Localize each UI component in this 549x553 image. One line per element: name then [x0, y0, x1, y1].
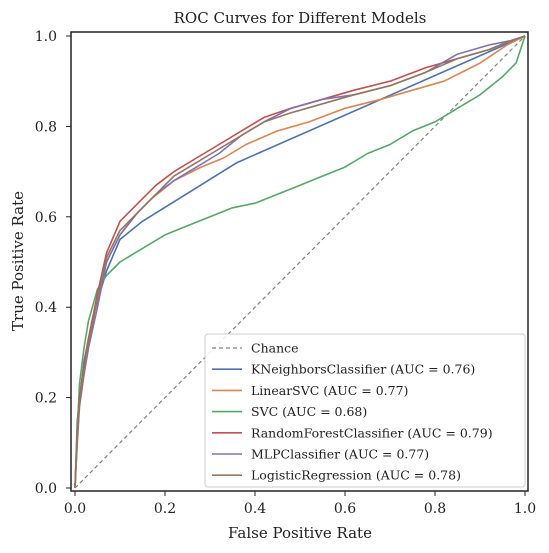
x-axis-title: False Positive Rate [228, 524, 372, 542]
y-axis-title: True Positive Rate [9, 191, 27, 331]
series-line-3 [74, 35, 526, 489]
legend-label: SVC (AUC = 0.68) [251, 404, 367, 419]
chart-title: ROC Curves for Different Models [174, 9, 427, 27]
y-tick-label: 0.2 [35, 391, 57, 407]
legend-box [204, 333, 526, 488]
y-tick-label: 1.0 [35, 29, 57, 45]
x-tick-label: 0.8 [424, 501, 446, 517]
legend-label: LinearSVC (AUC = 0.77) [251, 383, 408, 398]
x-tick-label: 0.4 [244, 501, 266, 517]
legend-label: MLPClassifier (AUC = 0.77) [251, 447, 429, 462]
tick-layer: 0.0 0.2 0.4 0.6 0.8 1.0 0.0 0.2 0.4 0.6 0.8 1.0 [35, 29, 536, 517]
series-layer [74, 35, 526, 489]
y-tick-label: 0.0 [35, 481, 57, 497]
legend-label: Chance [251, 341, 299, 356]
x-tick-label: 0.6 [334, 501, 356, 517]
y-tick-label: 0.8 [35, 119, 57, 135]
x-tick-label: 1.0 [514, 501, 536, 517]
plot-frame [70, 31, 529, 492]
series-line-6 [74, 35, 526, 489]
legend-items: Chance KNeighborsClassifier (AUC = 0.76) L… [212, 341, 493, 483]
x-tick-label: 0.2 [154, 501, 176, 517]
legend-label: RandomForestClassifier (AUC = 0.79) [251, 425, 493, 440]
x-tick-label: 0.0 [64, 501, 86, 517]
legend-label: LogisticRegression (AUC = 0.78) [251, 468, 461, 483]
y-tick-label: 0.6 [35, 210, 57, 226]
legend: Chance KNeighborsClassifier (AUC = 0.76) L… [204, 333, 526, 488]
legend-label: KNeighborsClassifier (AUC = 0.76) [251, 362, 475, 377]
y-tick-label: 0.4 [35, 300, 57, 316]
series-line-0 [74, 35, 526, 489]
